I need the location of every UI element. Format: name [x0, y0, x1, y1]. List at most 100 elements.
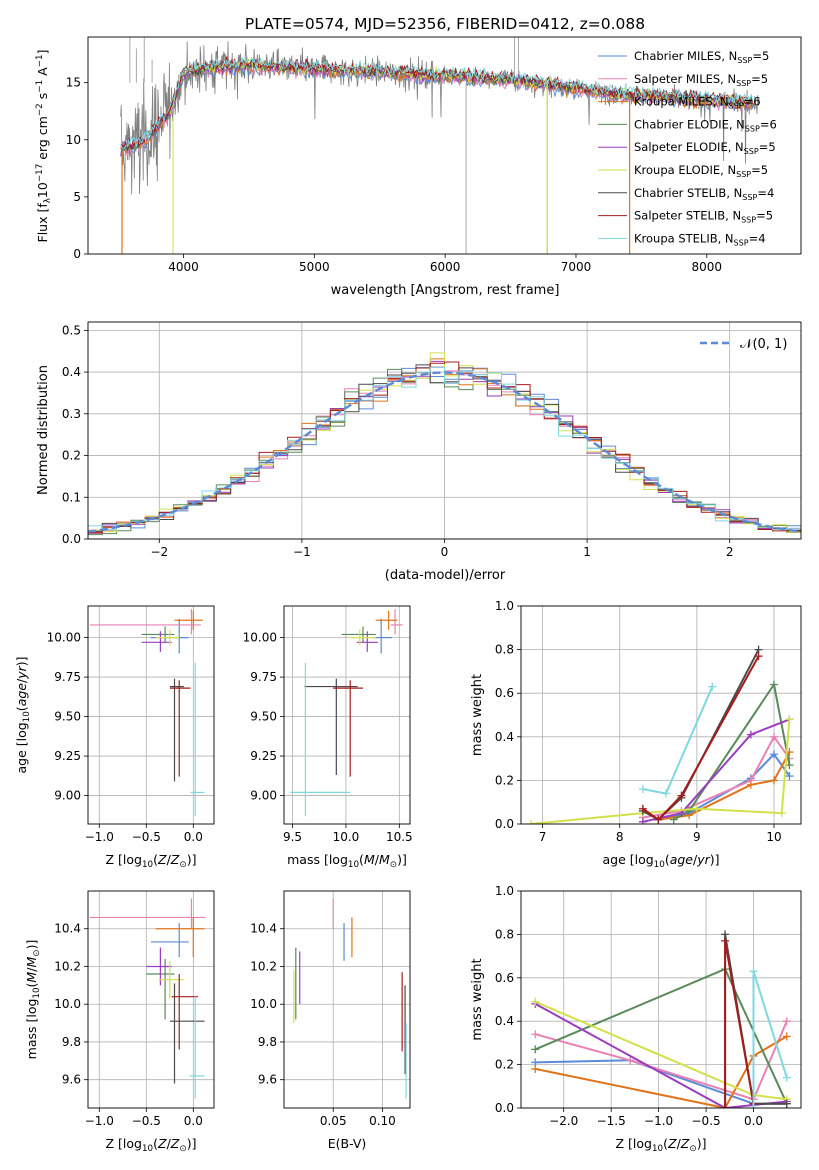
- label-part: ⊙: [179, 860, 186, 870]
- x-tick-label: −0.5: [132, 830, 161, 844]
- y-tick-label: 0.4: [62, 365, 81, 379]
- label-part: SSP: [742, 193, 757, 202]
- errorbar-kroupa_elodie: [349, 629, 376, 646]
- label-part: /: [24, 967, 39, 972]
- label-part: /: [677, 1136, 682, 1151]
- histogram-salpeter_stelib: [88, 361, 801, 534]
- label-part: Kroupa ELODIE, N: [634, 163, 736, 177]
- grid: [521, 605, 801, 825]
- series-marker: [785, 715, 794, 724]
- label-part: (: [24, 983, 39, 988]
- x-axis-label: Z [log10(Z/Z⊙)]: [106, 852, 197, 870]
- label-part: (: [665, 852, 670, 867]
- series-marker: [638, 817, 647, 824]
- series-marker: [746, 780, 755, 789]
- series-marker: [782, 1073, 791, 1082]
- errorbar-kroupa_stelib: [190, 662, 205, 817]
- series-marker: [770, 732, 779, 741]
- y-tick-label: 0.2: [62, 449, 81, 463]
- label-part: /: [167, 852, 172, 867]
- legend-label: Kroupa STELIB, NSSP=4: [634, 231, 766, 247]
- errorbar-kroupa_stelib: [290, 662, 351, 817]
- y-tick-label: 10.0: [250, 997, 277, 1011]
- x-tick-label: 0.0: [744, 1114, 763, 1128]
- x-axis-label: age [log10(age/yr)]: [602, 852, 719, 870]
- label-part: 10: [142, 1144, 153, 1154]
- label-part: Kroupa MILES, N: [634, 95, 729, 109]
- y-tick-label: 10.4: [250, 922, 277, 936]
- y-tick-label: 10.00: [47, 631, 81, 645]
- label-part: SSP: [736, 170, 751, 179]
- x-tick-label: 9.5: [283, 830, 302, 844]
- x-axis-label: Z [log10(Z/Z⊙)]: [106, 1136, 197, 1154]
- y-axis-label: mass [log10(M/M⊙)]: [24, 940, 42, 1060]
- label-part: =5: [759, 140, 776, 154]
- grid: [284, 891, 410, 1108]
- x-tick-label: −0.5: [692, 1114, 721, 1128]
- label-part: SSP: [745, 124, 760, 133]
- legend-label: Salpeter ELODIE, NSSP=5: [634, 140, 776, 156]
- x-tick-label: 0.05: [320, 1114, 347, 1128]
- y-tick-label: 0.3: [62, 407, 81, 421]
- label-part: Salpeter MILES, N: [634, 72, 736, 86]
- axes-spectrum: 4000 5000 6000 7000 8000 0 5 10 15 wavelength [An…: [35, 36, 802, 298]
- series-line-kroupa_miles: [534, 1035, 788, 1108]
- label-part: 10: [654, 860, 665, 870]
- series-marker: [531, 997, 540, 1006]
- series-marker: [746, 730, 755, 739]
- label-part: /: [167, 1136, 172, 1151]
- series-marker: [782, 1017, 791, 1026]
- legend-label: Salpeter STELIB, NSSP=5: [634, 209, 773, 225]
- x-tick-label: −1.0: [85, 830, 114, 844]
- label-part: λ: [43, 198, 53, 203]
- x-tick-label: −1.0: [85, 1114, 114, 1128]
- grid: [88, 606, 214, 824]
- x-tick-label: 9: [693, 830, 701, 844]
- series-marker: [638, 804, 647, 813]
- y-tick-label: 0.5: [62, 323, 81, 337]
- x-tick-label: 0.10: [369, 1114, 396, 1128]
- errorbar-chabrier_elodie: [141, 626, 175, 643]
- label-part: yr: [696, 852, 710, 867]
- label-part: 10: [142, 860, 153, 870]
- series-marker: [662, 789, 671, 798]
- errorbar-salpeter_miles: [89, 898, 206, 929]
- label-part: −1: [35, 54, 45, 67]
- x-tick-label: 0: [441, 545, 449, 559]
- y-tick-label: 0.6: [495, 686, 514, 700]
- label-part: 10: [22, 711, 32, 722]
- y-axis-label: mass weight: [470, 674, 485, 756]
- x-axis-label: wavelength [Angstrom, rest frame]: [331, 283, 560, 298]
- x-tick-label: −0.5: [132, 1114, 161, 1128]
- y-tick-label: 9.50: [250, 710, 277, 724]
- series-marker: [531, 1045, 540, 1054]
- label-part: 10: [652, 1144, 663, 1154]
- x-tick-label: 4000: [168, 260, 199, 274]
- y-tick-label: 0.0: [495, 817, 514, 831]
- series-marker: [770, 776, 779, 785]
- label-part: (: [14, 706, 29, 711]
- series-marker: [749, 1104, 758, 1108]
- series-marker: [770, 750, 779, 759]
- label-part: SSP: [737, 56, 752, 65]
- series-marker: [527, 820, 536, 824]
- model-spectrum-salpeter_stelib: [120, 56, 754, 151]
- errorbar-salpeter_stelib: [169, 680, 191, 777]
- label-part: )]: [14, 656, 29, 666]
- series-marker: [531, 1064, 540, 1073]
- errorbar-kroupa_miles: [155, 917, 205, 958]
- label-part: 10: [32, 987, 42, 998]
- errorbar-kroupa_miles: [174, 610, 203, 630]
- label-part: =6: [744, 95, 761, 109]
- y-tick-label: 0.2: [495, 1058, 514, 1072]
- axes-frame: [87, 890, 215, 1109]
- series-line-salpeter_elodie: [642, 718, 790, 823]
- y-axis-label: Normed distribution: [36, 365, 51, 495]
- label-part: A: [35, 67, 50, 80]
- y-axis-label: mass weight: [470, 958, 485, 1040]
- label-part: ⊙: [689, 1144, 696, 1154]
- y-tick-label: 0.0: [495, 1101, 514, 1115]
- plot-area: [293, 898, 407, 1099]
- label-part: mass [log: [287, 852, 348, 867]
